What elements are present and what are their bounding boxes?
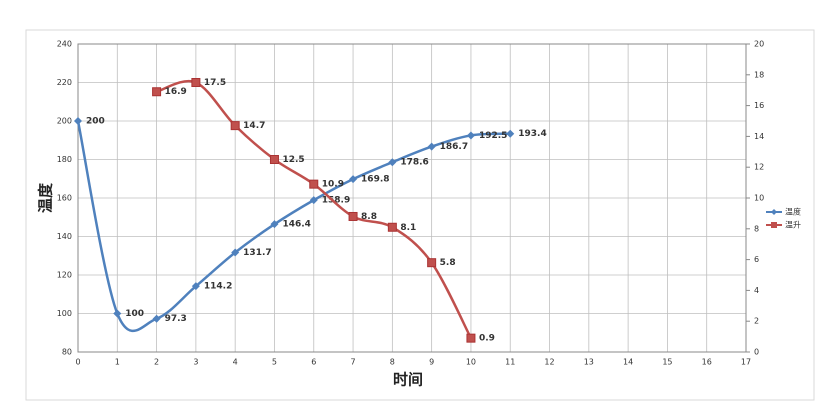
marker: [152, 87, 162, 97]
marker: [466, 333, 476, 343]
y-tick-label: 80: [62, 348, 72, 357]
data-label: 158.9: [322, 196, 350, 206]
marker: [74, 117, 82, 125]
marker: [152, 314, 161, 323]
data-label: 8.1: [400, 223, 416, 233]
data-label: 17.5: [204, 78, 226, 88]
data-label: 16.9: [165, 87, 187, 97]
y2-tick-label: 0: [754, 348, 759, 357]
x-tick-label: 3: [193, 358, 198, 367]
x-tick-label: 8: [390, 358, 395, 367]
legend-marker: [771, 222, 777, 228]
y2-tick-label: 6: [754, 255, 759, 264]
chart-frame: [25, 29, 815, 401]
y-tick-label: 200: [57, 117, 72, 126]
y-tick-label: 120: [57, 271, 72, 280]
x-tick-label: 16: [702, 358, 712, 367]
marker: [191, 78, 201, 87]
x-tick-label: 11: [505, 358, 515, 367]
y-tick-label: 140: [57, 232, 72, 241]
x-tick-label: 2: [154, 358, 159, 367]
data-label: 14.7: [243, 121, 265, 131]
x-tick-label: 1: [115, 358, 120, 367]
marker: [270, 220, 279, 229]
legend-marker: [771, 209, 777, 215]
x-tick-label: 9: [429, 358, 434, 367]
data-label: 5.8: [440, 258, 456, 268]
x-tick-label: 0: [75, 358, 80, 367]
marker: [191, 282, 200, 291]
y-tick-label: 240: [57, 40, 72, 49]
x-tick-label: 4: [233, 358, 238, 367]
x-tick-label: 10: [466, 358, 476, 367]
x-tick-label: 13: [584, 358, 594, 367]
y2-tick-label: 10: [754, 194, 764, 203]
x-axis-title: 时间: [393, 371, 423, 389]
y-tick-label: 160: [57, 194, 72, 203]
data-label: 10.9: [322, 180, 344, 190]
x-tick-label: 17: [741, 358, 751, 367]
data-label: 186.7: [440, 142, 468, 152]
y2-tick-label: 4: [754, 286, 759, 295]
plot-border: [77, 43, 747, 353]
marker: [427, 258, 437, 268]
x-tick-label: 7: [351, 358, 356, 367]
y-tick-label: 220: [57, 78, 72, 87]
data-label: 146.4: [282, 220, 310, 230]
data-label: 193.4: [518, 129, 546, 139]
marker: [231, 248, 240, 257]
marker: [309, 196, 318, 205]
marker: [466, 131, 475, 140]
x-tick-label: 14: [623, 358, 633, 367]
marker: [230, 121, 240, 131]
y2-tick-label: 2: [754, 317, 759, 326]
y2-tick-label: 16: [754, 101, 764, 110]
marker: [388, 158, 397, 167]
y2-tick-label: 18: [754, 70, 764, 79]
marker: [113, 309, 122, 318]
legend-label: 温升: [785, 221, 801, 230]
data-label: 169.8: [361, 175, 389, 185]
data-label: 192.5: [479, 131, 507, 141]
marker: [269, 155, 279, 164]
y-axis-title: 温度: [37, 182, 55, 213]
data-label: 12.5: [282, 155, 304, 165]
x-tick-label: 5: [272, 358, 277, 367]
marker: [506, 129, 515, 138]
data-label: 0.9: [479, 334, 495, 344]
x-tick-label: 15: [662, 358, 672, 367]
marker: [427, 142, 436, 151]
data-label: 178.6: [400, 158, 428, 168]
x-tick-label: 6: [311, 358, 316, 367]
data-label: 8.8: [361, 212, 377, 222]
marker: [349, 175, 358, 184]
data-label: 131.7: [243, 248, 271, 258]
marker: [387, 222, 397, 232]
y-tick-label: 180: [57, 155, 72, 164]
y2-tick-label: 12: [754, 163, 764, 172]
data-label: 100: [125, 309, 144, 319]
marker: [348, 211, 358, 221]
y-tick-label: 100: [57, 309, 72, 318]
x-tick-label: 12: [544, 358, 554, 367]
y2-tick-label: 20: [754, 40, 764, 49]
marker: [309, 179, 319, 189]
data-label: 200: [86, 117, 105, 127]
data-label: 114.2: [204, 282, 232, 292]
y2-tick-label: 14: [754, 132, 764, 141]
data-label: 97.3: [165, 314, 187, 324]
legend-label: 温度: [785, 207, 801, 217]
y2-tick-label: 8: [754, 224, 759, 233]
